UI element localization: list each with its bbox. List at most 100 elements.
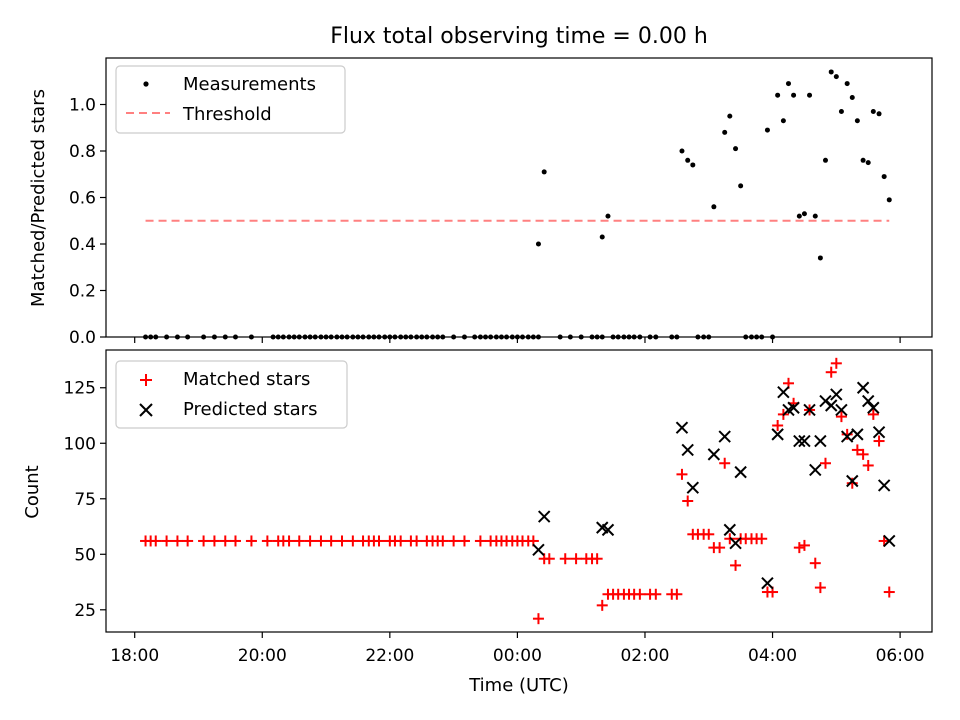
matched-star-point: [591, 553, 603, 565]
measurement-point: [838, 108, 844, 114]
matched-star-point: [395, 535, 407, 547]
predicted-star-point: [718, 430, 731, 443]
predicted-star-point: [761, 576, 774, 590]
top-legend-box: [115, 65, 346, 134]
predicted-star-point: [851, 428, 864, 441]
measurement-point: [780, 118, 786, 124]
matched-star-point: [798, 539, 810, 551]
top-y-tick-label: 0.8: [69, 142, 96, 162]
measurement-point: [738, 183, 744, 189]
x-tick-label: 06:00: [876, 646, 925, 666]
matched-star-point: [208, 535, 220, 547]
matched-star-point: [825, 366, 837, 378]
bottom-legend-box: [115, 360, 348, 429]
predicted-star-point: [793, 434, 806, 448]
matched-star-point: [650, 588, 662, 600]
matched-star-point: [809, 557, 821, 569]
measurement-point: [876, 111, 882, 117]
predicted-star-point: [537, 510, 551, 523]
top-data-marks: [143, 69, 892, 340]
matched-star-point: [543, 553, 555, 565]
matched-star-point: [347, 535, 359, 547]
matched-star-point: [559, 553, 571, 565]
matched-star-point: [198, 535, 210, 547]
measurement-point: [775, 92, 781, 98]
matched-star-point: [458, 535, 470, 547]
matched-star-point: [182, 535, 194, 547]
top-y-tick-label: 0.6: [69, 189, 96, 209]
matched-star-point: [878, 535, 890, 547]
measurement-point: [860, 157, 866, 163]
matched-star-point: [676, 468, 688, 480]
x-axis-label: Time (UTC): [468, 675, 569, 696]
top-axes: 0.0 0.2 0.4 0.6 0.8 1.0 Matched/Predicted sta…: [28, 57, 933, 348]
predicted-star-point: [862, 394, 875, 408]
matched-star-point: [532, 613, 544, 625]
legend-predicted-label: Predicted stars: [183, 399, 317, 420]
legend-measurements-marker: [143, 81, 149, 87]
measurement-point: [690, 162, 696, 168]
predicted-star-point: [734, 465, 747, 479]
measurement-point: [822, 157, 828, 163]
bottom-legend: Matched stars Predicted stars: [115, 360, 348, 429]
measurement-point: [727, 113, 733, 119]
predicted-star-point: [835, 403, 848, 417]
x-tick-label: 00:00: [493, 646, 542, 666]
bottom-axes: 25 50 75 100 125 18:00 20:00 22:00 00:00 02:00 04…: [22, 349, 933, 696]
bottom-data-marks: [140, 357, 896, 625]
matched-star-point: [171, 535, 183, 547]
matched-star-point: [756, 533, 768, 545]
top-y-tick-label: 0.0: [69, 328, 96, 348]
measurement-point: [886, 197, 892, 203]
matched-star-point: [474, 535, 486, 547]
measurement-point: [711, 204, 717, 210]
matched-star-point: [150, 535, 162, 547]
predicted-star-point: [707, 448, 721, 461]
matched-star-point: [219, 535, 231, 547]
matched-star-point: [411, 535, 423, 547]
predicted-star-point: [723, 523, 737, 537]
matched-star-point: [846, 477, 858, 489]
matched-star-point: [883, 586, 895, 598]
legend-predicted-marker: [139, 403, 153, 417]
matched-star-point: [325, 535, 337, 547]
predicted-star-point: [830, 388, 843, 401]
predicted-star-point: [856, 381, 870, 394]
predicted-star-point: [814, 434, 827, 448]
measurement-point: [807, 92, 813, 98]
measurement-point: [764, 127, 770, 133]
x-tick-label: 18:00: [110, 646, 159, 666]
measurement-point: [828, 69, 834, 75]
matched-star-point: [315, 535, 327, 547]
matched-star-point: [596, 599, 608, 611]
matched-star-point: [819, 457, 831, 469]
predicted-star-point: [787, 401, 800, 414]
matched-star-point: [304, 535, 316, 547]
bottom-x-ticks: 18:00 20:00 22:00 00:00 02:00 04:00 06:00: [110, 632, 925, 666]
measurement-point: [849, 95, 855, 101]
measurement-point: [854, 118, 860, 124]
matched-star-point: [730, 559, 742, 571]
predicted-star-point: [825, 399, 838, 412]
measurement-point: [685, 157, 691, 163]
bottom-y-tick-label: 50: [74, 545, 96, 565]
matched-star-point: [857, 448, 869, 460]
matched-star-point: [841, 428, 853, 440]
matched-star-point: [867, 408, 879, 420]
legend-threshold-label: Threshold: [182, 104, 272, 125]
measurement-point: [817, 255, 823, 261]
measurement-point: [679, 148, 685, 154]
measurement-point: [785, 81, 791, 87]
measurement-point: [535, 241, 541, 247]
bottom-y-axis-label: Count: [22, 465, 43, 518]
matched-star-point: [293, 535, 305, 547]
matched-star-point: [373, 535, 385, 547]
x-tick-label: 22:00: [365, 646, 414, 666]
top-y-tick-label: 0.2: [69, 282, 96, 302]
measurement-point: [801, 211, 807, 217]
predicted-star-point: [771, 428, 784, 441]
measurement-point: [722, 129, 728, 135]
measurement-point: [812, 213, 818, 219]
measurement-point: [599, 234, 605, 240]
matched-star-point: [671, 588, 683, 600]
